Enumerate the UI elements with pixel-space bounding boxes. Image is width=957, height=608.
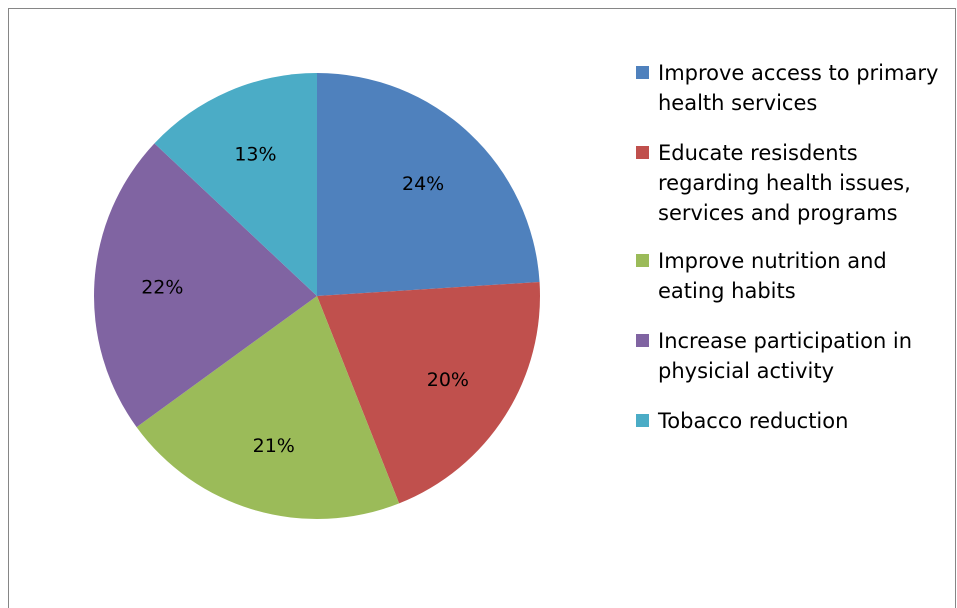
chart-legend: Improve access to primary health service… — [636, 58, 952, 436]
legend-swatch — [636, 334, 649, 347]
legend-item: Increase participation in physicial acti… — [636, 326, 952, 386]
slice-value-label: 24% — [402, 173, 444, 195]
legend-label: Educate resisdents regarding health issu… — [658, 141, 911, 225]
pie-slice-5 — [154, 73, 317, 296]
legend-item: Improve nutrition and eating habits — [636, 246, 952, 306]
legend-label: Tobacco reduction — [658, 409, 849, 433]
pie-slice-1 — [317, 73, 540, 296]
legend-swatch — [636, 146, 649, 159]
legend-item: Tobacco reduction — [636, 406, 952, 436]
pie-slice-2 — [317, 281, 540, 504]
pie-slice-3 — [136, 296, 400, 519]
pie-chart: 24% 20% 21% 22% 13% — [93, 73, 540, 519]
legend-item: Educate resisdents regarding health issu… — [636, 138, 952, 228]
slice-value-label: 22% — [141, 276, 183, 298]
slice-value-label: 20% — [427, 369, 469, 391]
legend-label: Increase participation in physicial acti… — [658, 329, 913, 383]
chart-frame — [8, 8, 956, 608]
legend-swatch — [636, 66, 649, 79]
legend-swatch — [636, 414, 649, 427]
slice-value-label: 13% — [234, 144, 276, 166]
legend-swatch — [636, 254, 649, 267]
slice-value-label: 21% — [253, 435, 295, 457]
legend-label: Improve access to primary health service… — [658, 61, 939, 115]
legend-label: Improve nutrition and eating habits — [658, 249, 887, 303]
pie-slice-4 — [93, 143, 317, 428]
legend-item: Improve access to primary health service… — [636, 58, 952, 118]
